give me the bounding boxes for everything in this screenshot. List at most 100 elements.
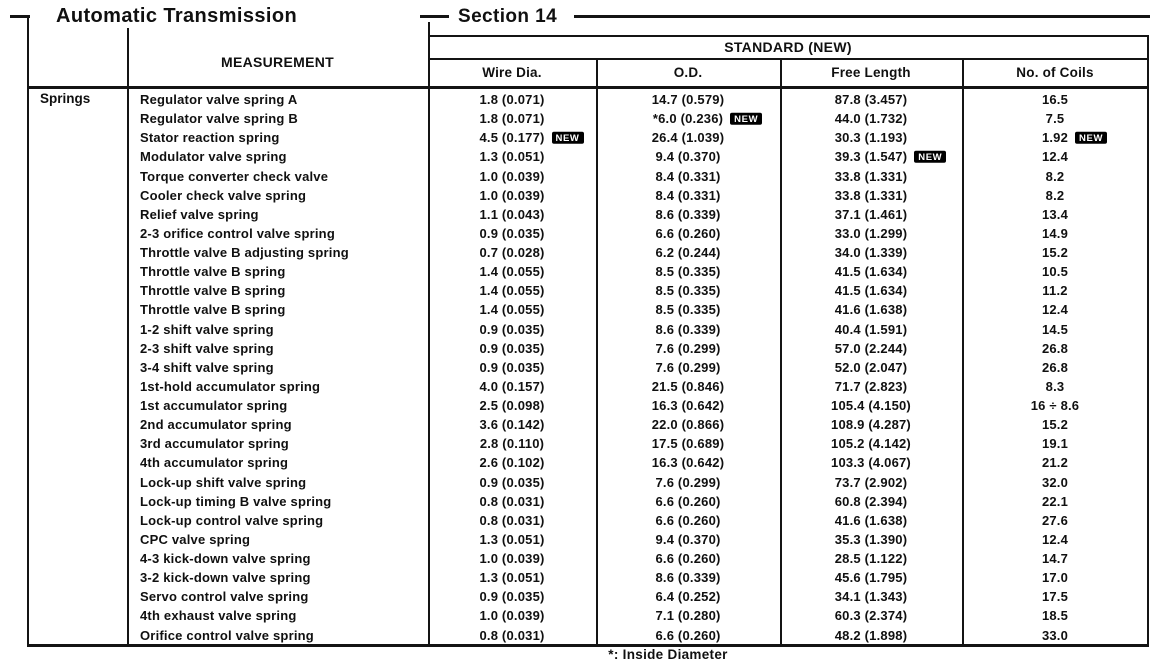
cell-value: 3-4 shift valve spring — [140, 359, 274, 375]
coils-cell: 14.5 — [962, 320, 1148, 339]
cell-value: 17.0 — [1041, 570, 1069, 586]
od-cell: 8.6 (0.339) — [596, 205, 780, 224]
col-divider-free-length — [962, 59, 964, 645]
cell-value: 14.9 — [1041, 225, 1069, 241]
section-title: Section 14 — [458, 6, 558, 27]
cell-value: 7.5 — [1045, 111, 1065, 127]
wire-dia-cell: 1.3 (0.051) — [428, 530, 596, 549]
cell-value: Throttle valve B spring — [140, 302, 286, 318]
cell-value: 8.2 — [1045, 187, 1065, 203]
free-length-cell: 45.6 (1.795) — [780, 568, 962, 587]
free-length-cell: 105.2 (4.142) — [780, 434, 962, 453]
cell-value: 14.5 — [1041, 321, 1069, 337]
standard-box-bottom — [428, 58, 1149, 60]
od-cell: 6.6 (0.260) — [596, 224, 780, 243]
column-header-free-length: Free Length — [831, 65, 911, 80]
od-cell: 6.2 (0.244) — [596, 243, 780, 262]
cell-value: 14.7 — [1041, 551, 1069, 567]
wire-dia-cell: 0.9 (0.035) — [428, 339, 596, 358]
measurement-cell: Lock-up control valve spring — [127, 511, 428, 530]
measurement-cell: 2nd accumulator spring — [127, 415, 428, 434]
od-cell: 6.6 (0.260) — [596, 492, 780, 511]
table-border-bottom — [27, 644, 1149, 647]
cell-value: 16 ÷ 8.6 — [1030, 398, 1080, 414]
od-cell: 6.4 (0.252) — [596, 587, 780, 606]
wire-dia-cell: 1.0 (0.039) — [428, 167, 596, 186]
od-cell: 22.0 (0.866) — [596, 415, 780, 434]
cell-value: 1.3 (0.051) — [479, 531, 545, 547]
od-cell: 6.6 (0.260) — [596, 626, 780, 645]
cell-value: 3-2 kick-down valve spring — [140, 570, 311, 586]
cell-value: Lock-up shift valve spring — [140, 474, 307, 490]
measurement-cell: Orifice control valve spring — [127, 626, 428, 645]
wire-dia-cell: 1.4 (0.055) — [428, 300, 596, 319]
cell-value: 39.3 (1.547) NEW — [835, 149, 947, 164]
cell-value: 8.5 (0.335) — [655, 283, 721, 299]
cell-value: 8.6 (0.339) — [655, 570, 721, 586]
wire-dia-cell: 1.4 (0.055) — [428, 262, 596, 281]
coils-cell: 12.4 — [962, 147, 1148, 166]
wire-dia-cell: 1.8 (0.071) — [428, 109, 596, 128]
coils-cell: 13.4 — [962, 205, 1148, 224]
measurement-cell: Stator reaction spring — [127, 128, 428, 147]
wire-dia-cell: 4.5 (0.177) NEW — [428, 128, 596, 147]
cell-value: 28.5 (1.122) — [834, 551, 908, 567]
wire-dia-cell: 4.0 (0.157) — [428, 377, 596, 396]
cell-value: 1.0 (0.039) — [479, 608, 545, 624]
cell-value: Relief valve spring — [140, 206, 259, 222]
free-length-cell: 28.5 (1.122) — [780, 549, 962, 568]
column-header-no-of-coils: No. of Coils — [1016, 65, 1094, 80]
wire-dia-cell: 1.0 (0.039) — [428, 549, 596, 568]
column-header-od: O.D. — [673, 65, 703, 80]
measurement-cell: Regulator valve spring B — [127, 109, 428, 128]
cell-value: 1-2 shift valve spring — [140, 321, 274, 337]
cell-value: 0.8 (0.031) — [479, 512, 545, 528]
coils-cell: 10.5 — [962, 262, 1148, 281]
cell-value: 22.0 (0.866) — [651, 417, 725, 433]
free-length-cell: 39.3 (1.547) NEW — [780, 147, 962, 166]
cell-value: 15.2 — [1041, 245, 1069, 261]
cell-value: Throttle valve B adjusting spring — [140, 245, 349, 261]
cell-value: 3rd accumulator spring — [140, 436, 289, 452]
cell-value: 0.8 (0.031) — [479, 493, 545, 509]
wire-dia-cell: 0.7 (0.028) — [428, 243, 596, 262]
measurement-cell: Throttle valve B adjusting spring — [127, 243, 428, 262]
cell-value: Throttle valve B spring — [140, 264, 286, 280]
coils-cell: 26.8 — [962, 358, 1148, 377]
measurement-cell: Throttle valve B spring — [127, 300, 428, 319]
cell-value: 2.8 (0.110) — [479, 436, 545, 452]
coils-cell: 12.4 — [962, 300, 1148, 319]
coils-cell: 8.2 — [962, 186, 1148, 205]
column-header-wire-dia: Wire Dia. — [482, 65, 542, 80]
free-length-cell: 44.0 (1.732) — [780, 109, 962, 128]
free-length-cell: 41.6 (1.638) — [780, 300, 962, 319]
cell-value: 6.6 (0.260) — [655, 493, 721, 509]
measurement-cell: Lock-up shift valve spring — [127, 473, 428, 492]
measurement-header: MEASUREMENT — [221, 54, 334, 70]
cell-value: 4th exhaust valve spring — [140, 608, 297, 624]
wire-dia-cell: 0.9 (0.035) — [428, 224, 596, 243]
cell-value: 1.4 (0.055) — [479, 302, 545, 318]
cell-value: 0.8 (0.031) — [479, 627, 545, 643]
cell-value: 7.6 (0.299) — [655, 340, 721, 356]
new-badge: NEW — [551, 131, 584, 145]
free-length-cell: 41.5 (1.634) — [780, 262, 962, 281]
cell-value: 32.0 — [1041, 474, 1069, 490]
cell-value: 7.1 (0.280) — [655, 608, 721, 624]
cell-value: 34.0 (1.339) — [834, 245, 908, 261]
cell-value: 1.0 (0.039) — [479, 187, 545, 203]
cell-value: 26.8 — [1041, 340, 1069, 356]
cell-value: Cooler check valve spring — [140, 187, 307, 203]
cell-value: 9.4 (0.370) — [655, 149, 721, 165]
cell-value: 18.5 — [1041, 608, 1069, 624]
measurement-cell: 4th accumulator spring — [127, 453, 428, 472]
header-separator — [27, 86, 1149, 89]
cell-value: 12.4 — [1041, 531, 1069, 547]
wire-dia-cell: 1.4 (0.055) — [428, 281, 596, 300]
od-cell: 21.5 (0.846) — [596, 377, 780, 396]
cell-value: Servo control valve spring — [140, 589, 309, 605]
free-length-cell: 35.3 (1.390) — [780, 530, 962, 549]
measurement-cell: 1st-hold accumulator spring — [127, 377, 428, 396]
cell-value: Torque converter check valve — [140, 168, 329, 184]
